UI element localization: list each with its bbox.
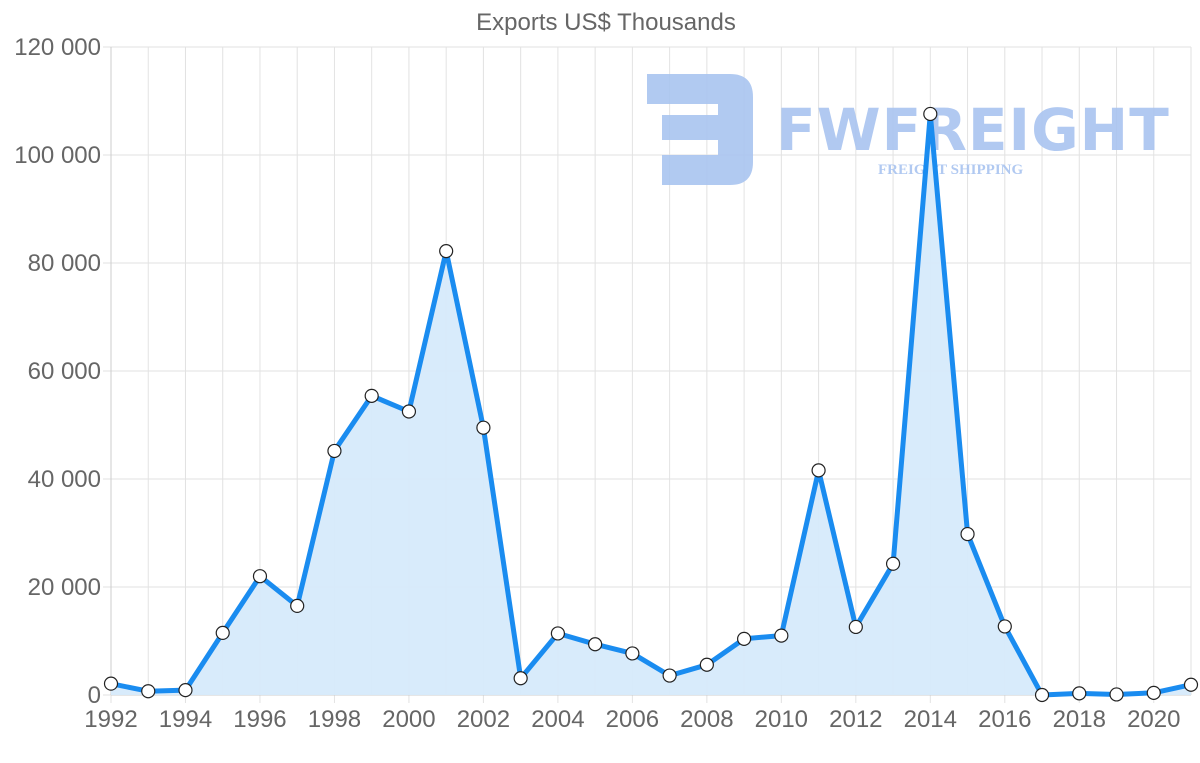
data-point[interactable] — [737, 631, 752, 646]
x-tick-label: 2008 — [680, 706, 733, 733]
y-tick-label: 20 000 — [28, 574, 101, 601]
x-tick-label: 1998 — [308, 706, 361, 733]
data-point[interactable] — [178, 683, 193, 698]
watermark-brand: FWFREIGHT — [776, 96, 1170, 164]
data-point[interactable] — [215, 625, 230, 641]
y-axis-ticks: 0 20 000 40 000 60 000 80 000 100 000 120 000 — [14, 34, 101, 709]
data-point[interactable] — [364, 388, 379, 403]
data-point[interactable] — [439, 244, 454, 259]
data-point[interactable] — [103, 676, 119, 691]
data-point[interactable] — [588, 637, 603, 652]
data-point[interactable] — [513, 671, 528, 686]
data-point[interactable] — [774, 628, 789, 643]
data-point[interactable] — [1146, 685, 1161, 700]
data-point[interactable] — [625, 646, 640, 661]
x-tick-label: 2020 — [1127, 706, 1180, 733]
y-tick-label: 40 000 — [28, 466, 101, 493]
y-tick-label: 120 000 — [14, 34, 101, 61]
data-point[interactable] — [662, 668, 677, 683]
x-tick-label: 1994 — [159, 706, 212, 733]
data-point[interactable] — [476, 420, 491, 435]
y-tick-label: 0 — [88, 682, 101, 709]
x-tick-label: 1996 — [233, 706, 286, 733]
x-tick-label: 1992 — [84, 706, 137, 733]
data-point[interactable] — [327, 443, 342, 459]
data-point[interactable] — [923, 106, 938, 122]
x-tick-label: 2002 — [457, 706, 510, 733]
data-point[interactable] — [401, 404, 417, 419]
x-axis-ticks: 1992 1994 1996 1998 2000 2002 2004 2006 2008 2010… — [84, 706, 1180, 733]
data-point[interactable] — [1109, 687, 1124, 702]
data-point[interactable] — [848, 619, 863, 635]
x-tick-label: 2010 — [755, 706, 808, 733]
fwfreight-watermark: FWFREIGHT FREIGHT SHIPPING — [647, 74, 1170, 185]
y-tick-label: 100 000 — [14, 142, 101, 169]
fwfreight-logo-icon — [647, 74, 753, 185]
data-point[interactable] — [1034, 687, 1050, 703]
data-point[interactable] — [1072, 686, 1087, 701]
data-point[interactable] — [811, 463, 826, 478]
exports-area-fill — [111, 114, 1191, 695]
data-point[interactable] — [960, 526, 975, 542]
x-tick-label: 2016 — [978, 706, 1031, 733]
x-tick-label: 2014 — [904, 706, 957, 733]
data-point[interactable] — [885, 556, 901, 571]
watermark-tagline: FREIGHT SHIPPING — [878, 162, 1023, 178]
data-points — [103, 106, 1199, 703]
y-tick-label: 60 000 — [28, 358, 101, 385]
x-tick-label: 2004 — [531, 706, 584, 733]
x-tick-label: 2006 — [606, 706, 659, 733]
data-point[interactable] — [1183, 677, 1199, 692]
exports-line — [110, 111, 1192, 698]
data-point[interactable] — [252, 569, 268, 584]
data-point[interactable] — [141, 684, 156, 699]
data-point[interactable] — [550, 626, 565, 641]
data-point[interactable] — [997, 619, 1012, 634]
data-point[interactable] — [290, 598, 305, 614]
x-tick-label: 2000 — [382, 706, 435, 733]
x-tick-label: 2018 — [1053, 706, 1106, 733]
y-tick-label: 80 000 — [28, 250, 101, 277]
data-point[interactable] — [699, 657, 714, 672]
chart-title: Exports US$ Thousands — [476, 9, 736, 36]
x-tick-label: 2012 — [829, 706, 882, 733]
